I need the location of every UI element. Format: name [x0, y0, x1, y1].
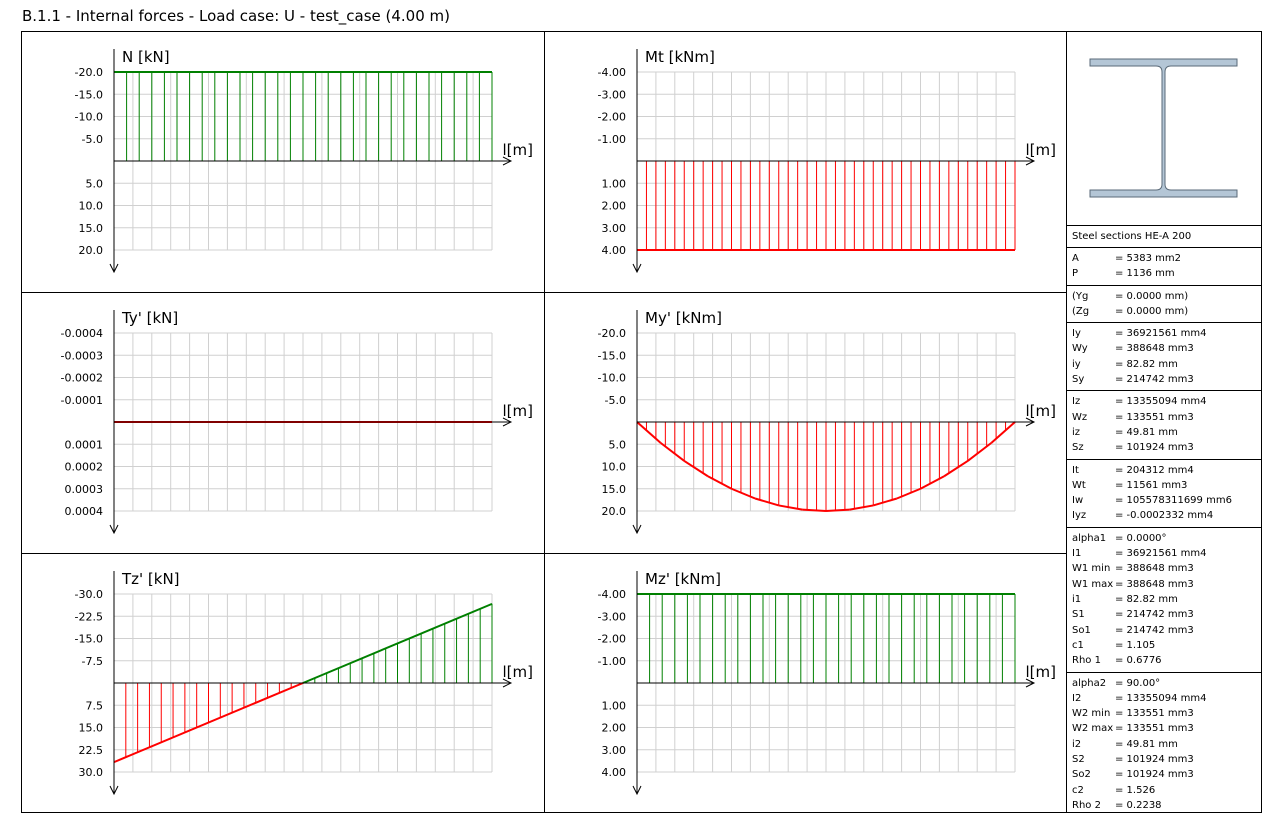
section-properties-panel: Steel sections HE-A 200 A = 5383 mm2 P = 11…: [1067, 32, 1261, 812]
property-name: iz: [1072, 426, 1081, 438]
property-name: Sy: [1072, 374, 1085, 386]
property-name: c2: [1072, 784, 1084, 796]
property-group: alpha2 = 90.00° I2 = 13355094 mm4 W2 min = 13…: [1067, 671, 1261, 817]
property-value: = 1.105: [1115, 639, 1156, 651]
property-value: = 36921561 mm4: [1115, 328, 1207, 340]
property-name: Rho 1: [1072, 655, 1101, 667]
property-value: = 0.6776: [1115, 655, 1162, 667]
divider-row-2: [21, 553, 1067, 554]
property-name: alpha2: [1072, 677, 1107, 689]
property-name: Sz: [1072, 442, 1084, 454]
property-group: A = 5383 mm2 P = 1136 mm: [1067, 247, 1261, 285]
property-value: = 214742 mm3: [1115, 374, 1194, 386]
property-value: = 214742 mm3: [1115, 609, 1194, 621]
property-name: A: [1072, 253, 1079, 264]
divider-col-1: [544, 31, 545, 813]
property-value: = 388648 mm3: [1115, 343, 1194, 355]
property-value: = -0.0002332 mm4: [1115, 510, 1214, 522]
property-value: = 388648 mm3: [1115, 563, 1194, 575]
property-name: (Zg: [1072, 305, 1090, 317]
property-value: = 11561 mm3: [1115, 479, 1188, 491]
property-value: = 5383 mm2: [1115, 253, 1182, 264]
diagram-frame: [21, 31, 1262, 813]
property-value: = 101924 mm3: [1115, 754, 1194, 765]
property-name: i2: [1072, 738, 1082, 750]
property-value: = 105578311699 mm6: [1115, 495, 1232, 507]
property-value: = 133551 mm3: [1115, 723, 1194, 735]
property-name: Iy: [1072, 328, 1081, 340]
property-value: = 133551 mm3: [1115, 708, 1194, 720]
property-name: (Yg: [1072, 290, 1089, 302]
property-name: P: [1072, 268, 1079, 280]
property-name: i1: [1072, 593, 1082, 605]
property-name: Rho 2: [1072, 799, 1101, 811]
property-value: = 101924 mm3: [1115, 442, 1194, 454]
property-name: Iyz: [1072, 510, 1087, 522]
property-value: = 214742 mm3: [1115, 624, 1194, 636]
property-name: W1 min: [1072, 563, 1111, 575]
property-value: = 0.0000°: [1115, 532, 1167, 544]
property-value: = 101924 mm3: [1115, 769, 1194, 781]
property-name: W2 min: [1072, 708, 1111, 720]
property-group: It = 204312 mm4 Wt = 11561 mm3 Iw = 105578311…: [1067, 458, 1261, 527]
property-name: Wy: [1072, 343, 1088, 355]
property-name: W2 max: [1072, 723, 1114, 735]
page-title: B.1.1 - Internal forces - Load case: U -…: [22, 7, 450, 25]
divider-row-1: [21, 292, 1067, 293]
property-name: Wz: [1072, 411, 1088, 423]
i-beam-section-icon: [1067, 58, 1261, 226]
property-value: = 133551 mm3: [1115, 411, 1194, 423]
property-value: = 0.2238: [1115, 799, 1162, 811]
property-name: I2: [1072, 692, 1082, 704]
property-group: Iy = 36921561 mm4 Wy = 388648 mm3 iy = 82.82 …: [1067, 322, 1261, 390]
property-group: alpha1 = 0.0000° I1 = 36921561 mm4 W1 min = 3…: [1067, 526, 1261, 672]
property-value: = 49.81 mm: [1115, 426, 1178, 438]
property-name: So2: [1072, 769, 1091, 781]
property-value: = 1.526: [1115, 784, 1156, 796]
property-name: I1: [1072, 548, 1082, 560]
property-value: = 0.0000 mm): [1115, 290, 1189, 302]
property-name: S1: [1072, 609, 1085, 621]
property-name: alpha1: [1072, 532, 1107, 544]
property-value: = 90.00°: [1115, 677, 1161, 689]
property-name: Iz: [1072, 396, 1081, 408]
property-value: = 13355094 mm4: [1115, 396, 1207, 408]
property-name: c1: [1072, 639, 1084, 651]
divider-col-2: [1066, 31, 1067, 813]
property-name: Iw: [1072, 495, 1084, 507]
property-value: = 36921561 mm4: [1115, 548, 1207, 560]
property-name: It: [1072, 464, 1079, 476]
property-value: = 82.82 mm: [1115, 593, 1178, 605]
property-group: Iz = 13355094 mm4 Wz = 133551 mm3 iz = 49.81 …: [1067, 390, 1261, 458]
property-value: = 0.0000 mm): [1115, 305, 1189, 317]
property-name: Wt: [1072, 479, 1086, 491]
property-value: = 388648 mm3: [1115, 578, 1194, 590]
property-value: = 13355094 mm4: [1115, 692, 1207, 704]
property-value: = 1136 mm: [1115, 268, 1175, 280]
property-name: W1 max: [1072, 578, 1114, 590]
section-title: Steel sections HE-A 200: [1072, 231, 1192, 242]
property-name: S2: [1072, 754, 1085, 765]
property-group: (Yg = 0.0000 mm) (Zg = 0.0000 mm): [1067, 284, 1261, 323]
property-value: = 204312 mm4: [1115, 464, 1194, 476]
property-name: iy: [1072, 358, 1081, 370]
property-value: = 82.82 mm: [1115, 358, 1178, 370]
property-name: So1: [1072, 624, 1091, 636]
property-value: = 49.81 mm: [1115, 738, 1178, 750]
i-beam-shape: [1089, 58, 1238, 198]
